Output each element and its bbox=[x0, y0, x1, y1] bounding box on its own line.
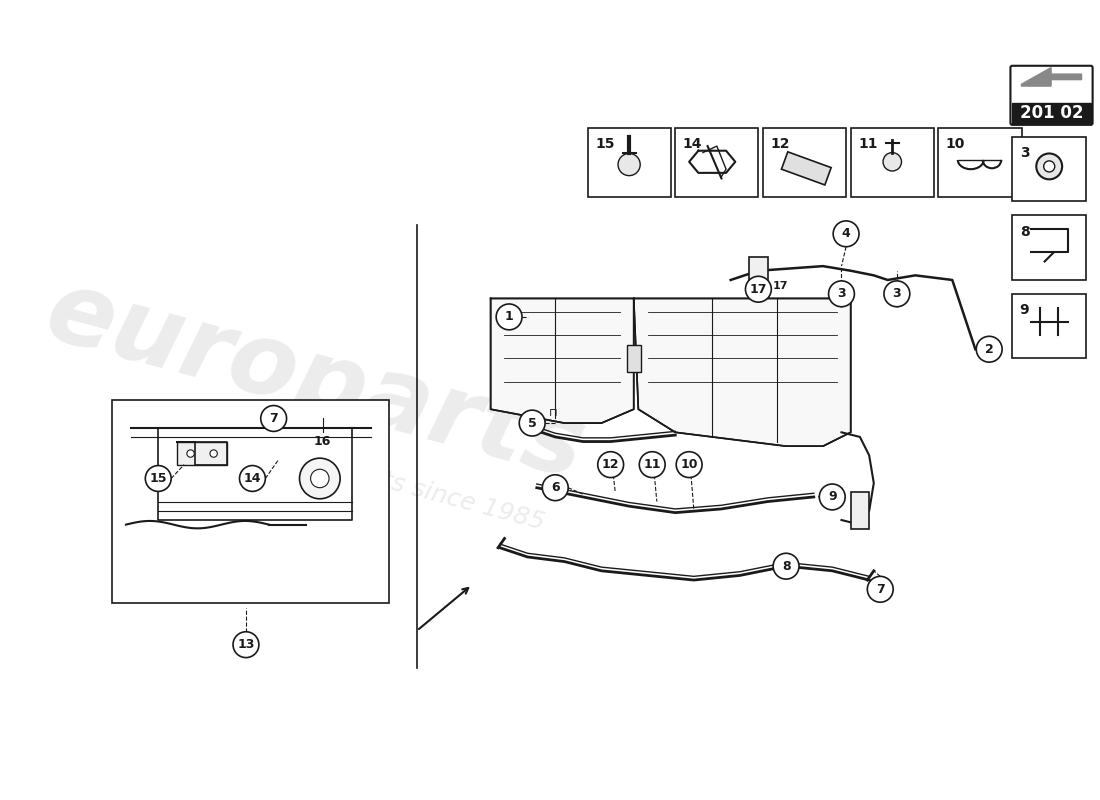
Circle shape bbox=[240, 466, 265, 491]
Text: 8: 8 bbox=[782, 560, 791, 573]
Text: 11: 11 bbox=[644, 458, 661, 471]
Bar bbox=[112, 400, 389, 603]
Text: 14: 14 bbox=[244, 472, 261, 485]
Bar bbox=[781, 152, 832, 185]
Text: 14: 14 bbox=[683, 137, 702, 151]
Text: 12: 12 bbox=[602, 458, 619, 471]
Bar bbox=[749, 257, 768, 290]
Bar bbox=[587, 128, 671, 197]
Circle shape bbox=[1036, 154, 1063, 179]
Text: 2: 2 bbox=[984, 342, 993, 356]
Text: 9: 9 bbox=[828, 490, 837, 503]
Text: 6: 6 bbox=[551, 482, 560, 494]
Circle shape bbox=[1044, 161, 1055, 172]
Circle shape bbox=[542, 474, 569, 501]
Bar bbox=[177, 442, 228, 465]
Circle shape bbox=[597, 452, 624, 478]
Circle shape bbox=[773, 554, 799, 579]
Text: 4: 4 bbox=[842, 227, 850, 240]
Text: 201 02: 201 02 bbox=[1020, 104, 1084, 122]
Bar bbox=[627, 345, 641, 372]
Text: 7: 7 bbox=[876, 582, 884, 596]
Circle shape bbox=[883, 153, 902, 171]
Circle shape bbox=[639, 452, 665, 478]
Polygon shape bbox=[491, 298, 634, 423]
Bar bbox=[850, 128, 934, 197]
Bar bbox=[1012, 215, 1086, 280]
Circle shape bbox=[884, 281, 910, 306]
Text: 3: 3 bbox=[1020, 146, 1030, 160]
Circle shape bbox=[676, 452, 702, 478]
Text: 8: 8 bbox=[1020, 225, 1030, 238]
Text: 3: 3 bbox=[892, 287, 901, 300]
Text: 16: 16 bbox=[314, 435, 331, 448]
Circle shape bbox=[519, 410, 546, 436]
Text: 9: 9 bbox=[1020, 303, 1030, 317]
Circle shape bbox=[310, 470, 329, 488]
Circle shape bbox=[233, 632, 258, 658]
Circle shape bbox=[210, 450, 218, 458]
Circle shape bbox=[299, 458, 340, 498]
Circle shape bbox=[145, 466, 172, 491]
Circle shape bbox=[496, 304, 522, 330]
Text: 10: 10 bbox=[946, 137, 965, 151]
Polygon shape bbox=[634, 298, 850, 446]
Text: 13: 13 bbox=[238, 638, 254, 651]
Circle shape bbox=[867, 576, 893, 602]
Circle shape bbox=[746, 276, 771, 302]
Bar bbox=[763, 128, 846, 197]
Bar bbox=[938, 128, 1022, 197]
Circle shape bbox=[261, 406, 287, 431]
Circle shape bbox=[820, 484, 845, 510]
Text: 3: 3 bbox=[837, 287, 846, 300]
Text: 10: 10 bbox=[681, 458, 697, 471]
Text: 5: 5 bbox=[528, 417, 537, 430]
Circle shape bbox=[977, 336, 1002, 362]
Bar bbox=[1012, 102, 1091, 123]
Circle shape bbox=[618, 154, 640, 176]
Text: 15: 15 bbox=[595, 137, 615, 151]
Text: 17: 17 bbox=[772, 282, 788, 291]
Text: europarts: europarts bbox=[35, 263, 595, 500]
Text: 12: 12 bbox=[770, 137, 790, 151]
Text: 11: 11 bbox=[858, 137, 878, 151]
Bar bbox=[675, 128, 758, 197]
Text: a passion for parts since 1985: a passion for parts since 1985 bbox=[176, 414, 547, 534]
Bar bbox=[1012, 294, 1086, 358]
Text: 15: 15 bbox=[150, 472, 167, 485]
Polygon shape bbox=[1022, 68, 1081, 86]
Bar bbox=[1012, 137, 1086, 202]
FancyBboxPatch shape bbox=[1011, 66, 1092, 125]
Circle shape bbox=[828, 281, 855, 306]
Text: 1: 1 bbox=[505, 310, 514, 323]
Circle shape bbox=[833, 221, 859, 246]
Text: 7: 7 bbox=[270, 412, 278, 425]
Circle shape bbox=[187, 450, 195, 458]
Bar bbox=[850, 492, 869, 530]
Text: ⊓: ⊓ bbox=[549, 409, 558, 418]
Text: 17: 17 bbox=[749, 282, 767, 296]
